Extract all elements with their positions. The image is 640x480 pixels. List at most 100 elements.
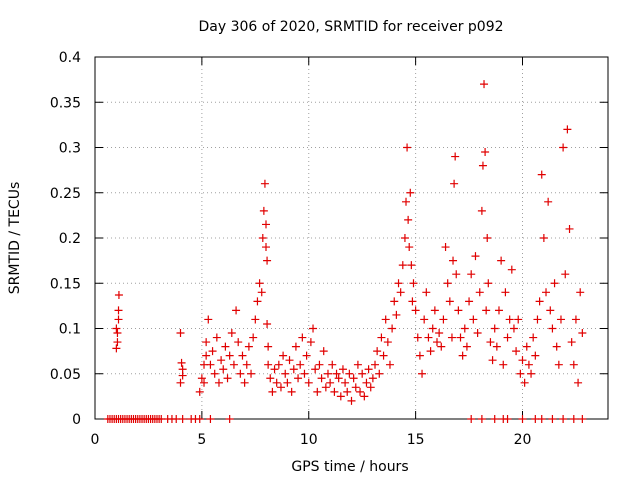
data-point	[206, 360, 215, 369]
data-point	[559, 143, 568, 152]
data-point	[219, 365, 228, 374]
data-point	[264, 342, 273, 351]
data-point	[480, 80, 489, 89]
data-point	[483, 234, 492, 242]
data-point	[533, 315, 542, 324]
data-point	[176, 378, 185, 387]
data-point	[554, 360, 563, 369]
data-point	[550, 279, 559, 288]
data-point	[364, 365, 373, 374]
data-points	[103, 80, 587, 423]
data-point	[195, 387, 204, 396]
data-point	[300, 369, 309, 378]
data-point	[441, 243, 450, 252]
data-point	[507, 265, 516, 274]
data-point	[341, 378, 350, 387]
y-tick-label: 0	[72, 412, 81, 428]
data-point	[114, 291, 123, 300]
data-point	[242, 360, 251, 369]
data-point	[326, 378, 335, 387]
data-point	[266, 374, 275, 383]
data-point	[285, 356, 294, 365]
data-point	[578, 415, 587, 423]
data-point	[113, 338, 122, 347]
data-point	[449, 256, 458, 265]
data-point	[539, 234, 548, 242]
data-point	[501, 288, 510, 297]
data-point	[497, 256, 506, 265]
data-point	[422, 288, 431, 297]
data-point	[283, 378, 292, 387]
data-point	[527, 369, 536, 378]
data-point	[388, 324, 397, 333]
data-point	[202, 338, 211, 347]
data-point	[403, 143, 412, 152]
data-point	[259, 206, 268, 215]
data-point	[229, 360, 238, 369]
y-tick-label: 0.4	[59, 50, 81, 66]
data-point	[240, 378, 249, 387]
data-point	[176, 329, 185, 338]
data-point	[270, 365, 279, 374]
data-point	[268, 387, 277, 396]
data-point	[569, 415, 578, 423]
data-point	[255, 279, 264, 288]
data-point	[576, 288, 585, 297]
data-point	[478, 161, 487, 170]
data-point	[394, 279, 403, 288]
data-point	[206, 415, 215, 423]
data-point	[426, 347, 435, 356]
data-point	[375, 369, 384, 378]
data-point	[336, 392, 345, 401]
data-point	[371, 360, 380, 369]
data-point	[546, 306, 555, 315]
data-point	[214, 378, 223, 387]
data-point	[262, 243, 270, 252]
data-point	[343, 387, 352, 396]
data-point	[309, 324, 318, 333]
data-point	[289, 365, 298, 374]
data-point	[482, 306, 491, 315]
data-point	[274, 360, 283, 369]
data-point	[373, 347, 382, 356]
data-point	[443, 279, 452, 288]
data-point	[315, 360, 324, 369]
data-point	[262, 220, 270, 229]
data-point	[296, 360, 305, 369]
y-tick-label: 0.05	[50, 367, 81, 383]
data-point	[467, 415, 476, 423]
data-point	[338, 365, 347, 374]
data-point	[279, 351, 288, 360]
y-tick-label: 0.25	[50, 186, 81, 202]
data-point	[424, 333, 433, 342]
data-point	[197, 374, 206, 383]
data-point	[383, 338, 392, 347]
data-point	[227, 329, 236, 338]
data-point	[264, 360, 273, 369]
data-point	[439, 315, 448, 324]
data-point	[571, 315, 580, 324]
data-point	[556, 315, 565, 324]
data-point	[477, 206, 486, 215]
data-point	[537, 170, 546, 179]
data-point	[244, 342, 253, 351]
x-tick-label: 15	[407, 432, 425, 448]
y-axis-ticks: 0 0.05 0.1 0.15 0.2 0.25 0.3 0.35 0.4	[50, 50, 608, 428]
data-point	[430, 306, 439, 315]
data-point	[454, 306, 463, 315]
data-point	[178, 415, 187, 423]
data-point	[415, 351, 424, 360]
data-point	[471, 252, 480, 261]
data-point	[204, 315, 213, 324]
data-point	[225, 415, 234, 423]
y-tick-label: 0.2	[59, 231, 81, 247]
data-point	[396, 288, 405, 297]
data-point	[514, 315, 523, 324]
data-point	[114, 306, 123, 315]
data-point	[247, 369, 256, 378]
data-point	[390, 297, 399, 306]
data-point	[548, 415, 557, 423]
data-point	[490, 324, 499, 333]
